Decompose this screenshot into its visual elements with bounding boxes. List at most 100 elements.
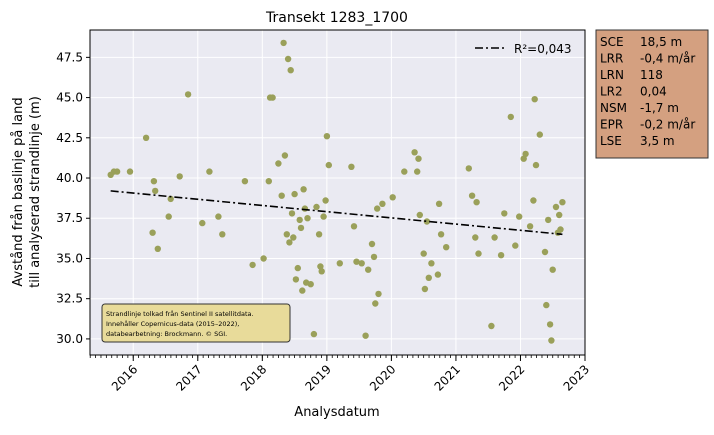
data-point: [287, 67, 294, 74]
data-point: [152, 187, 159, 195]
data-point: [475, 250, 482, 257]
grid: [90, 30, 586, 355]
data-point: [260, 255, 267, 262]
data-points: [107, 39, 566, 344]
data-point: [443, 244, 450, 251]
data-point: [531, 96, 538, 103]
data-point: [401, 168, 408, 175]
legend: R²=0,043: [475, 42, 572, 56]
data-point: [280, 39, 287, 47]
data-point: [530, 197, 537, 204]
data-point: [126, 168, 134, 175]
stats-key: SCE: [600, 35, 624, 49]
y-tick-label: 45.0: [56, 91, 83, 105]
y-tick-label: 47.5: [56, 50, 83, 64]
data-point: [465, 165, 472, 172]
data-point: [374, 205, 381, 212]
data-point: [541, 248, 549, 256]
data-point: [269, 94, 276, 101]
x-tick-label: 2016: [109, 362, 140, 393]
data-point: [428, 260, 435, 267]
stats-value: -1,7 m: [640, 101, 679, 115]
data-point: [113, 168, 121, 175]
data-point: [520, 155, 527, 162]
x-tick-label: 2018: [238, 362, 269, 393]
data-point: [149, 229, 156, 236]
data-note-box: [101, 303, 291, 343]
data-point: [473, 199, 480, 206]
data-point: [142, 134, 150, 141]
data-point: [219, 231, 226, 238]
data-point: [556, 211, 563, 219]
trend-line: [110, 190, 563, 236]
data-point: [286, 239, 293, 246]
x-tick-label: 2023: [561, 362, 592, 393]
data-point: [320, 213, 327, 220]
stats-value: 0,04: [640, 85, 667, 99]
data-point: [362, 332, 369, 339]
data-point: [546, 321, 554, 328]
data-point: [415, 155, 422, 162]
data-point: [199, 219, 206, 227]
stats-key: LSE: [600, 134, 622, 148]
data-point: [507, 113, 514, 121]
data-point: [275, 160, 282, 167]
stats-value: -0,4 m/år: [640, 52, 695, 66]
chart-title: Transekt 1283_1700: [265, 10, 408, 26]
data-point: [325, 161, 332, 169]
data-point: [437, 231, 445, 238]
data-point: [184, 91, 192, 98]
data-point: [552, 203, 560, 211]
y-axis-label-line-1: Avstånd från baslinje på land: [11, 97, 26, 286]
data-point: [294, 264, 301, 272]
stats-key: LRR: [600, 52, 623, 66]
data-point: [375, 290, 382, 298]
data-point: [526, 223, 534, 230]
x-tick-label: 2017: [173, 362, 204, 393]
stats-key: EPR: [600, 118, 623, 132]
data-point: [292, 276, 300, 283]
data-point: [307, 281, 314, 288]
data-point: [548, 337, 555, 344]
data-point: [516, 213, 523, 220]
data-point: [389, 194, 396, 201]
data-point: [150, 178, 158, 185]
data-point: [468, 192, 476, 199]
data-point: [318, 268, 325, 275]
data-point: [241, 178, 249, 185]
data-point: [488, 322, 495, 330]
data-point: [348, 163, 355, 170]
y-axis-label-line-2: till analyserad strandlinje (m): [28, 96, 43, 288]
data-point: [543, 301, 550, 309]
x-tick-label: 2020: [367, 362, 398, 393]
data-point: [512, 242, 519, 249]
data-point: [290, 234, 297, 241]
data-point: [435, 200, 443, 207]
stats-box: SCE 18,5 m LRR -0,4 m/år LRN 118 LR2 0,04 NSM -1,…: [595, 29, 709, 159]
stats-key: LRN: [600, 68, 624, 82]
data-note-line-1: Strandlinje tolkad från Sentinel II sate…: [106, 309, 254, 318]
data-point: [265, 178, 272, 185]
data-point: [304, 215, 311, 222]
x-tick-label: 2022: [496, 362, 527, 393]
data-point: [416, 211, 423, 219]
trend-line-layer: [110, 190, 563, 236]
data-point: [336, 260, 343, 267]
data-point: [297, 224, 305, 232]
data-point: [281, 152, 289, 159]
data-point: [420, 250, 427, 257]
stats-value: 18,5 m: [640, 35, 682, 49]
stats-box-background: [595, 29, 709, 159]
stats-value: -0,2 m/år: [640, 118, 695, 132]
data-point: [278, 192, 285, 199]
data-point: [411, 149, 418, 156]
stats-key: LR2: [600, 85, 623, 99]
data-point: [291, 190, 298, 198]
data-point: [501, 210, 508, 217]
data-point: [372, 300, 379, 307]
stats-value: 3,5 m: [640, 134, 675, 148]
data-point: [532, 161, 540, 169]
data-point: [414, 168, 421, 175]
legend-label: R²=0,043: [514, 42, 572, 56]
